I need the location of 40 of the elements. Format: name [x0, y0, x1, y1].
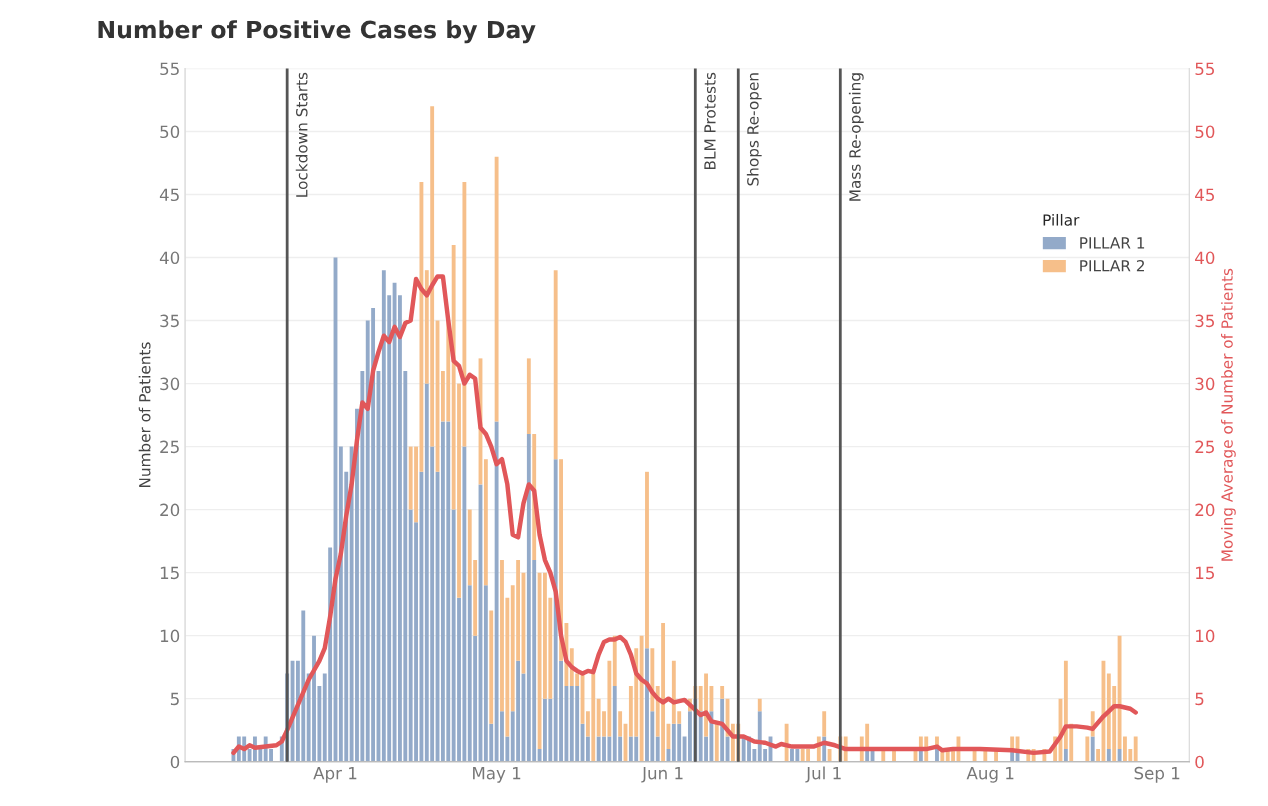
- y-tick-label: 25: [160, 440, 179, 454]
- x-tick-label: Aug 1: [966, 767, 1014, 783]
- y2-tick-label: 5: [1195, 692, 1204, 706]
- ref-line-label: Shops Re-open: [746, 73, 762, 186]
- x-tick-label: Jun 1: [641, 767, 683, 783]
- y-tick-label: 15: [160, 566, 179, 580]
- y-tick-label: 5: [170, 692, 179, 706]
- y2-tick-label: 20: [1195, 503, 1215, 517]
- ref-line-label: BLM Protests: [704, 72, 716, 170]
- y-tick-label: 50: [160, 125, 180, 139]
- ref-line-label: Lockdown Starts: [295, 72, 308, 197]
- y-tick-label: 0: [170, 755, 180, 769]
- y2-tick-label: 45: [1195, 188, 1214, 202]
- y-tick-label: 20: [160, 503, 180, 517]
- y-tick-label: 55: [160, 62, 179, 76]
- y2-tick-label: 40: [1195, 251, 1215, 265]
- y2-tick-label: 30: [1195, 377, 1215, 391]
- x-tick-label: Apr 1: [313, 767, 357, 783]
- y-tick-label: 10: [160, 629, 180, 643]
- y2-axis-title: Moving Average of Number of Patients: [1221, 268, 1236, 561]
- y2-tick-label: 55: [1195, 62, 1214, 76]
- y2-tick-label: 35: [1195, 314, 1214, 328]
- y-tick-label: 45: [159, 188, 179, 202]
- ref-line-label: Mass Re-opening: [848, 73, 864, 201]
- y-tick-label: 40: [159, 251, 180, 265]
- legend-title: Pillar: [1043, 213, 1080, 226]
- y2-tick-label: 15: [1196, 566, 1214, 580]
- chart-title: Number of Positive Cases by Day: [98, 20, 536, 44]
- x-tick-label: May 1: [473, 767, 521, 783]
- y2-tick-label: 10: [1196, 629, 1215, 643]
- x-tick-label: Sep 1: [1134, 766, 1180, 783]
- y2-tick-label: 0: [1195, 755, 1204, 769]
- y-tick-label: 35: [160, 314, 179, 328]
- y2-tick-label: 50: [1195, 125, 1215, 139]
- y-tick-label: 30: [160, 377, 180, 391]
- legend-label: PILLAR 1: [1080, 237, 1145, 249]
- y-axis-title: Number of Patients: [138, 342, 151, 488]
- legend-label: PILLAR 2: [1080, 260, 1144, 272]
- y2-tick-label: 25: [1195, 440, 1214, 454]
- x-tick-label: Jul 1: [805, 766, 841, 783]
